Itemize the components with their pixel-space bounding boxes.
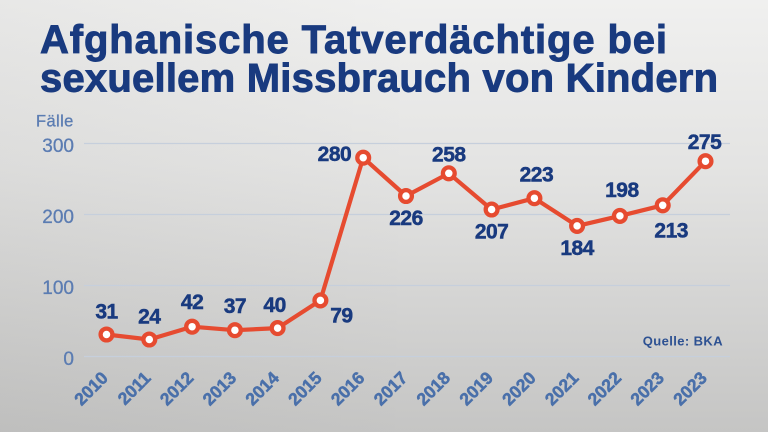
svg-text:2011: 2011 — [114, 367, 155, 408]
svg-text:213: 213 — [654, 219, 688, 242]
svg-text:223: 223 — [520, 164, 554, 187]
svg-text:2022: 2022 — [584, 368, 626, 410]
svg-text:2013: 2013 — [199, 368, 241, 410]
svg-text:2021: 2021 — [541, 368, 583, 410]
svg-text:280: 280 — [318, 143, 352, 166]
svg-text:2023: 2023 — [626, 368, 668, 410]
svg-text:37: 37 — [224, 295, 246, 318]
svg-text:2017: 2017 — [370, 368, 412, 410]
svg-text:2012: 2012 — [156, 368, 198, 410]
svg-text:2023: 2023 — [669, 368, 711, 410]
svg-text:0: 0 — [63, 349, 74, 370]
svg-text:2010: 2010 — [70, 368, 112, 410]
svg-text:42: 42 — [181, 291, 203, 314]
svg-text:2020: 2020 — [498, 368, 540, 410]
svg-text:40: 40 — [263, 294, 285, 317]
svg-text:207: 207 — [475, 221, 509, 244]
svg-text:24: 24 — [138, 306, 161, 329]
svg-text:2018: 2018 — [412, 368, 454, 410]
svg-text:2015: 2015 — [284, 368, 326, 410]
svg-text:2014: 2014 — [241, 368, 283, 410]
svg-text:275: 275 — [688, 131, 722, 154]
svg-text:79: 79 — [330, 304, 352, 327]
svg-text:2019: 2019 — [455, 368, 497, 410]
svg-text:Afghanische Tatverdächtige bei: Afghanische Tatverdächtige bei — [40, 18, 667, 62]
svg-text:258: 258 — [432, 143, 466, 166]
svg-text:300: 300 — [42, 136, 74, 157]
svg-text:sexuellem Missbrauch von Kinde: sexuellem Missbrauch von Kindern — [40, 57, 718, 101]
svg-text:2016: 2016 — [327, 368, 369, 410]
svg-text:100: 100 — [42, 278, 74, 299]
svg-text:Fälle: Fälle — [36, 113, 74, 131]
svg-text:Quelle: BKA: Quelle: BKA — [643, 334, 723, 349]
svg-text:198: 198 — [605, 179, 639, 202]
svg-text:31: 31 — [95, 301, 118, 324]
svg-text:200: 200 — [42, 207, 74, 228]
svg-text:226: 226 — [389, 207, 423, 230]
svg-text:184: 184 — [560, 237, 594, 260]
